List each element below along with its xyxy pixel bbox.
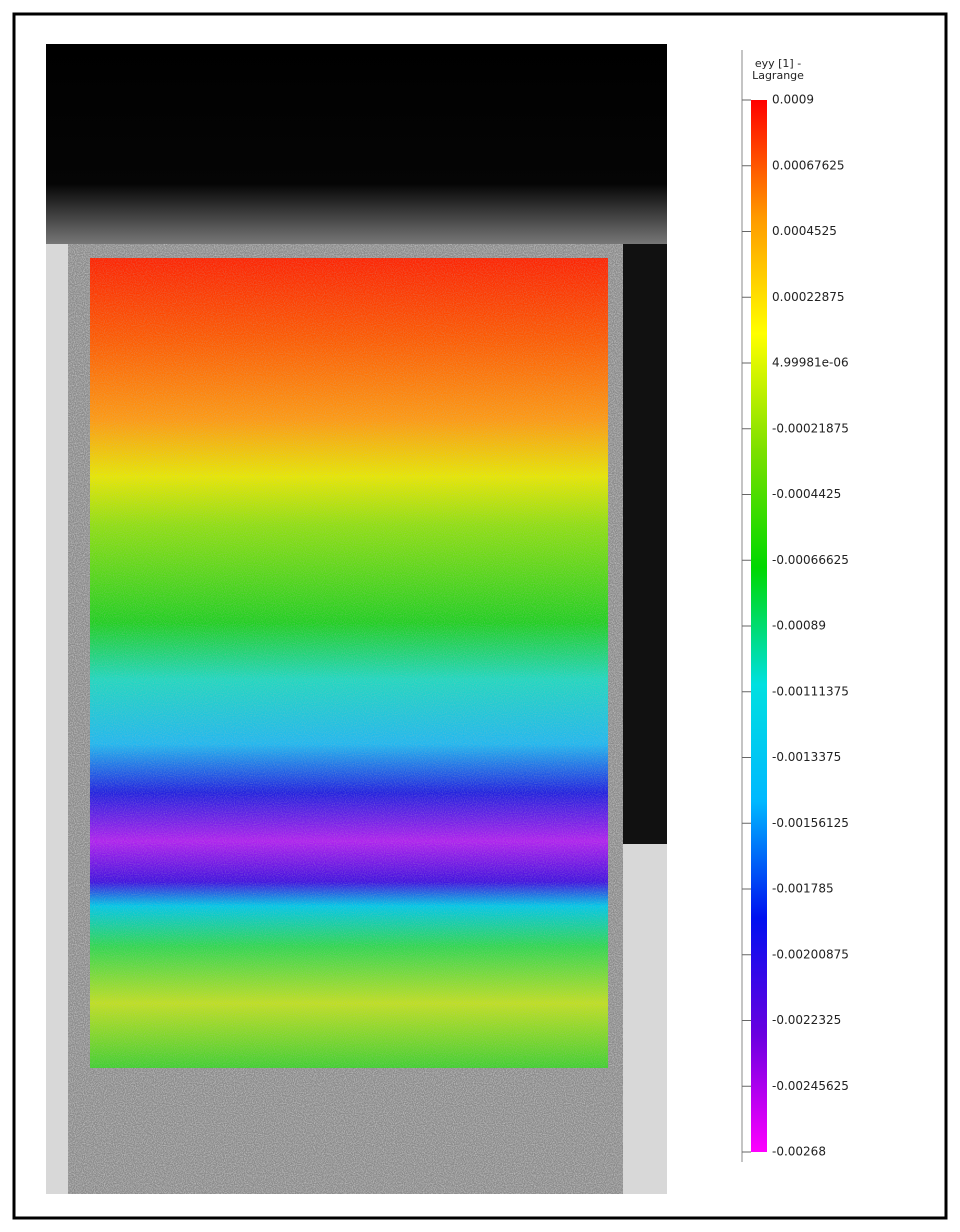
figure: 0.0009 0.00067625 0.0004525 0.00022875 4.999… (0, 0, 960, 1232)
tick-label: -0.0013375 (772, 750, 841, 764)
colorbar-title: eyy [1] - Lagrange (748, 58, 808, 82)
page: 0.0009 0.00067625 0.0004525 0.00022875 4.999… (0, 0, 960, 1232)
tick-label: -0.0022325 (772, 1013, 841, 1027)
colorbar-gradient (751, 100, 767, 1152)
tick-label: -0.00200875 (772, 947, 849, 961)
tick-label: -0.0004425 (772, 487, 841, 501)
tick-label: -0.00021875 (772, 421, 849, 435)
tick-label: -0.00111375 (772, 684, 849, 698)
tick-label: -0.00066625 (772, 553, 849, 567)
tick-label: -0.00089 (772, 619, 826, 633)
tick-label: -0.00268 (772, 1145, 826, 1159)
tick-label: 0.00022875 (772, 290, 845, 304)
tick-label: 0.0009 (772, 93, 814, 107)
tick-label: -0.001785 (772, 882, 834, 896)
colorbar: 0.0009 0.00067625 0.0004525 0.00022875 4.999… (742, 93, 849, 1159)
tick-label: 0.00067625 (772, 158, 845, 172)
tick-label: 4.99981e-06 (772, 356, 849, 370)
tick-label: 0.0004525 (772, 224, 837, 238)
specimen-photo (46, 44, 667, 1194)
tick-label: -0.00156125 (772, 816, 849, 830)
tick-label: -0.00245625 (772, 1079, 849, 1093)
